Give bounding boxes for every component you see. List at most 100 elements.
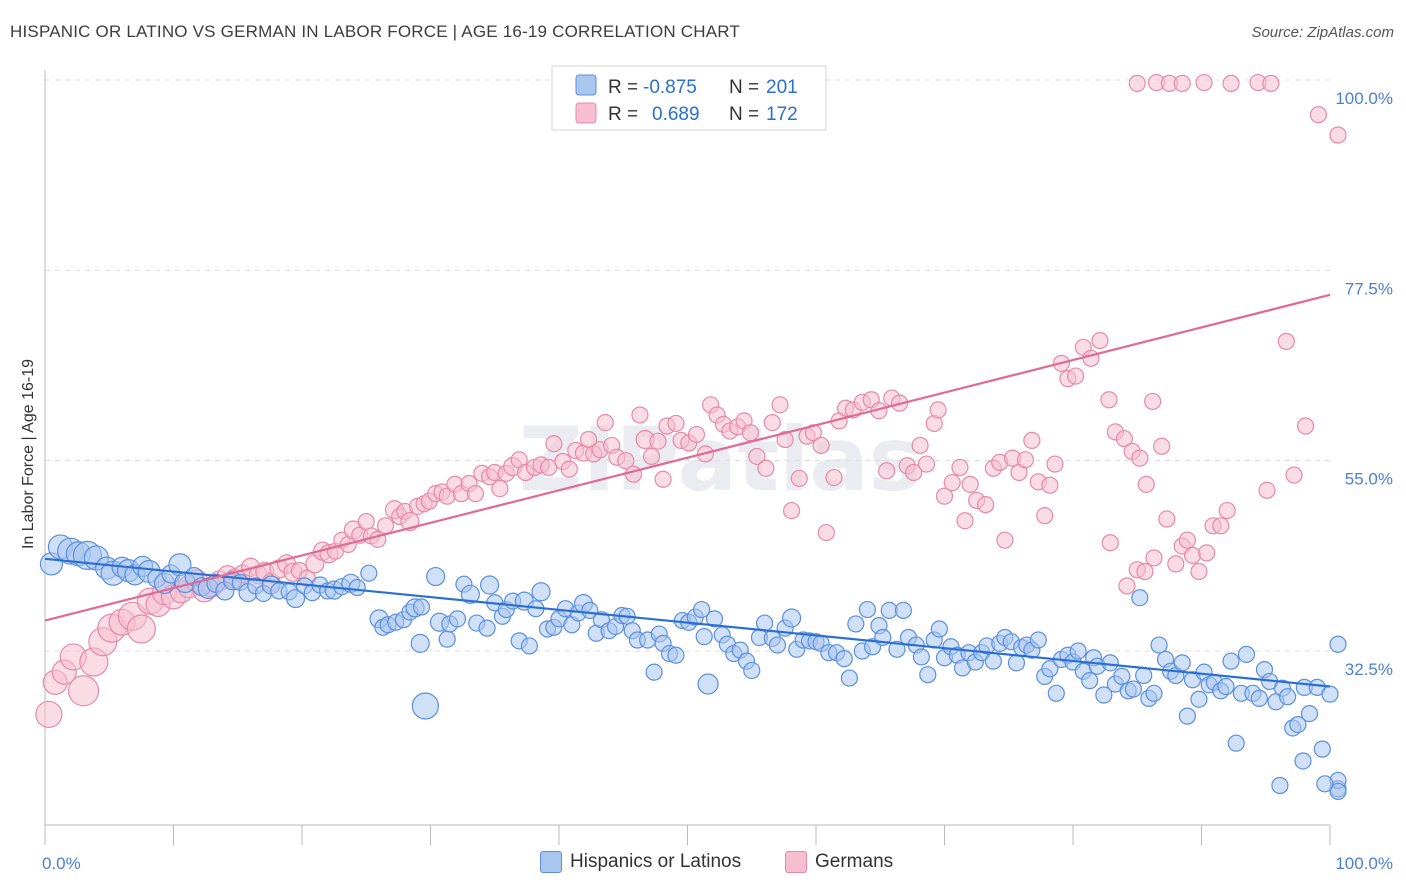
legend-label-hispanics: Hispanics or Latinos (570, 851, 742, 872)
hispanics-point-177 (1173, 654, 1191, 672)
germans-point-176 (1277, 332, 1295, 350)
germans-point-180 (1329, 126, 1347, 144)
germans-point-151 (1091, 331, 1109, 350)
hispanics-point-173 (1150, 636, 1168, 654)
hispanics-point-178 (1178, 707, 1196, 725)
germans-point-78 (596, 414, 614, 432)
germans-point-159 (1153, 437, 1171, 455)
hispanics-point-118 (835, 650, 853, 668)
germans-point-175 (1258, 481, 1276, 499)
germans-point-173 (1136, 562, 1154, 581)
germans-point-174 (1145, 549, 1163, 567)
germans-point-104 (771, 396, 789, 414)
hispanics-point-168 (1124, 680, 1142, 698)
hispanics-point-186 (1222, 652, 1240, 670)
legend-label-germans: Germans (815, 851, 894, 872)
chart-source: Source: ZipAtlas.com (1251, 24, 1394, 41)
germans-point-148 (1066, 367, 1085, 385)
hispanics-point-160 (1081, 672, 1099, 690)
germans-point-141 (1023, 431, 1041, 449)
hispanics-point-39 (348, 578, 366, 597)
germans-point-140 (1016, 451, 1035, 469)
hispanics-point-134 (930, 620, 948, 638)
germans-point-145 (1046, 455, 1064, 473)
hispanics-point-91 (667, 646, 685, 664)
germans-point-81 (617, 452, 635, 470)
hispanics-point-200 (1300, 704, 1319, 723)
legend-item-hispanics: Hispanics or Latinos (540, 851, 741, 873)
hispanics-point-147 (1007, 654, 1026, 672)
germans-point-112 (825, 468, 843, 487)
germans-point-158 (1144, 392, 1162, 411)
hispanics-point-163 (1095, 686, 1113, 704)
hispanics-point-51 (426, 566, 446, 587)
germans-point-101 (748, 447, 766, 466)
hispanics-trend-line (44, 557, 1331, 688)
hispanics-point-204 (1329, 635, 1347, 653)
germans-point-170 (1101, 534, 1119, 552)
hispanics-point-50 (411, 692, 439, 720)
hispanics-point-55 (448, 610, 467, 628)
germans-point-186 (1222, 74, 1240, 92)
germans-point-132 (961, 475, 979, 493)
hispanics-point-169 (1131, 589, 1149, 607)
germans-point-171 (1118, 577, 1136, 595)
hispanics-point-128 (894, 601, 912, 619)
germans-point-105 (776, 430, 794, 449)
hispanics-point-153 (1041, 660, 1059, 678)
germans-point-100 (741, 424, 760, 442)
hispanics-point-57 (460, 584, 480, 604)
hispanics-point-59 (478, 619, 496, 637)
chart-title: HISPANIC OR LATINO VS GERMAN IN LABOR FO… (10, 22, 741, 41)
germans-point-83 (631, 406, 649, 424)
germans-point-111 (817, 523, 835, 542)
hispanics-point-172 (1145, 684, 1163, 702)
hispanics-point-151 (1029, 631, 1047, 649)
germans-point-124 (911, 436, 929, 455)
hispanics-point-108 (768, 636, 787, 654)
germans-point-72 (560, 460, 578, 478)
hispanics-point-143 (984, 652, 1002, 670)
legend-r-label-pink: R = (608, 104, 638, 125)
grid-lines (45, 79, 1335, 652)
germans-point-85 (642, 447, 661, 466)
germans-point-130 (951, 458, 969, 477)
legend-swatch-blue (575, 74, 597, 96)
hispanics-point-198 (1289, 715, 1307, 734)
germans-point-86 (649, 432, 667, 450)
germans-point-87 (654, 470, 672, 488)
germans-point-137 (996, 531, 1014, 549)
germans-point-154 (1115, 430, 1134, 448)
hispanics-point-120 (847, 615, 865, 633)
hispanics-point-49 (412, 598, 431, 616)
germans-point-103 (763, 414, 781, 432)
legend-r-value-pink: 0.689 (652, 104, 700, 125)
hispanics-point-104 (743, 661, 761, 680)
legend-item-germans: Germans (785, 851, 893, 873)
hispanics-point-180 (1190, 690, 1208, 708)
germans-point-106 (782, 501, 801, 520)
trend-lines (44, 293, 1331, 688)
hispanics-point-95 (693, 600, 711, 619)
germans-point-166 (1198, 544, 1216, 562)
germans-point-179 (1309, 106, 1328, 124)
hispanics-point-31 (285, 588, 306, 609)
hispanics-point-185 (1217, 677, 1235, 696)
germans-point-131 (956, 512, 974, 530)
germans-point-123 (905, 463, 923, 482)
hispanics-point-69 (531, 582, 551, 602)
hispanics-point-170 (1135, 666, 1153, 685)
hispanics-point-207 (1329, 782, 1347, 801)
y-tick-label-1: 55.0% (1345, 470, 1393, 489)
germans-point-70 (545, 435, 563, 453)
germans-point-163 (1178, 531, 1196, 549)
germans-point-62 (491, 479, 509, 498)
legend-n-label-blue: N = (729, 77, 759, 98)
hispanics-point-164 (1101, 654, 1119, 672)
legend-r-label-blue: R = (608, 77, 638, 98)
germans-point-184 (1173, 74, 1191, 92)
germans-point-10 (126, 614, 156, 644)
germans-point-129 (943, 474, 961, 492)
germans-point-0 (35, 700, 63, 729)
germans-point-150 (1082, 349, 1100, 367)
